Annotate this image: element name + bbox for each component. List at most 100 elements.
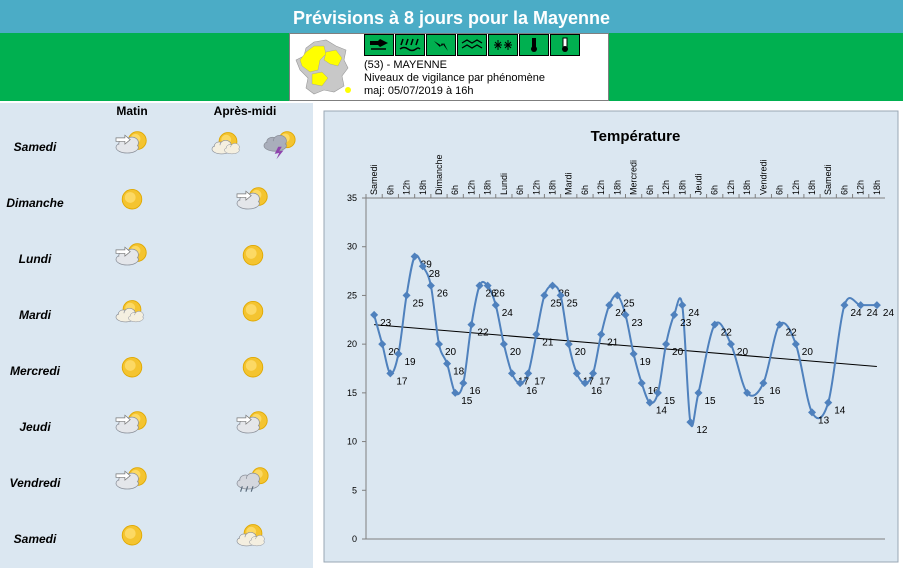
data-point <box>686 418 695 427</box>
cloudy-sun-icon <box>115 243 147 266</box>
data-label: 20 <box>388 347 400 358</box>
data-label: 12 <box>696 425 708 436</box>
data-label: 26 <box>486 289 498 300</box>
data-label: 24 <box>615 308 627 319</box>
data-point <box>491 301 500 310</box>
day-label: Mercredi <box>9 364 61 378</box>
data-point <box>459 379 468 388</box>
x-tick-label: 12h <box>726 180 736 195</box>
data-label: 13 <box>818 415 830 426</box>
data-point <box>540 291 549 300</box>
sun-icon <box>242 357 264 378</box>
data-point <box>629 349 638 358</box>
data-point <box>564 340 573 349</box>
data-label: 17 <box>583 376 595 387</box>
data-point <box>605 301 614 310</box>
x-tick-label: 6h <box>645 185 655 195</box>
data-point <box>370 310 379 319</box>
x-tick-label: 12h <box>661 180 671 195</box>
data-point <box>532 330 541 339</box>
data-point <box>613 291 622 300</box>
department-label: (53) - MAYENNE <box>364 59 447 71</box>
x-tick-label: 12h <box>466 180 476 195</box>
data-label: 16 <box>526 386 538 397</box>
y-tick-label: 25 <box>347 290 357 300</box>
france-map-icon[interactable] <box>292 36 354 98</box>
data-label: 14 <box>656 406 668 417</box>
data-label: 25 <box>550 298 562 309</box>
data-point <box>434 340 443 349</box>
data-label: 19 <box>404 357 416 368</box>
data-point <box>775 320 784 329</box>
x-tick-label: 6h <box>450 185 460 195</box>
rain-sun-icon <box>236 467 269 492</box>
storm-icon <box>263 131 296 160</box>
data-label: 16 <box>469 386 481 397</box>
data-point <box>548 281 557 290</box>
day-label: Jeudi <box>19 420 51 434</box>
data-point <box>556 291 565 300</box>
data-point <box>759 379 768 388</box>
trend-line <box>374 324 877 368</box>
x-tick-label: Vendredi <box>758 159 768 195</box>
data-label: 20 <box>672 347 684 358</box>
cloudy-sun-icon <box>115 467 147 490</box>
day-label: Samedi <box>13 532 57 546</box>
data-label: 17 <box>518 376 530 387</box>
data-label: 24 <box>867 308 879 319</box>
data-point <box>524 369 533 378</box>
data-point <box>475 281 484 290</box>
x-tick-label: Mardi <box>564 172 574 195</box>
data-point <box>580 379 589 388</box>
x-tick-label: 18h <box>418 180 428 195</box>
data-label: 26 <box>559 289 571 300</box>
vigilance-subtitle: Niveaux de vigilance par phénomène <box>364 72 546 84</box>
data-point <box>678 301 687 310</box>
data-point <box>418 262 427 271</box>
data-label: 24 <box>688 308 700 319</box>
data-point <box>378 340 387 349</box>
data-point <box>410 252 419 261</box>
data-label: 19 <box>640 357 652 368</box>
afternoon-header: Après-midi <box>213 104 277 118</box>
wave-icon <box>457 34 487 56</box>
cloudy-sun-icon <box>236 411 268 434</box>
data-point <box>451 388 460 397</box>
wind-icon <box>364 34 394 56</box>
sun-icon <box>121 189 143 210</box>
y-tick-label: 10 <box>347 437 357 447</box>
data-label: 16 <box>769 386 781 397</box>
y-tick-label: 5 <box>352 485 357 495</box>
data-label: 17 <box>534 376 546 387</box>
x-tick-label: 6h <box>710 185 720 195</box>
data-label: 23 <box>680 318 692 329</box>
data-label: 22 <box>721 328 733 339</box>
data-label: 24 <box>502 308 514 319</box>
data-point <box>572 369 581 378</box>
data-label: 15 <box>664 396 676 407</box>
data-label: 24 <box>883 308 895 319</box>
data-point <box>694 388 703 397</box>
data-point <box>402 291 411 300</box>
y-tick-label: 35 <box>347 193 357 203</box>
data-point <box>856 301 865 310</box>
temperature-chart: Température 0 5 10 15 20 25 30 35 Samedi 6h 12h 18h D… <box>313 103 903 568</box>
x-tick-label: 6h <box>580 185 590 195</box>
x-tick-label: Mercredi <box>629 160 639 195</box>
data-label: 20 <box>510 347 522 358</box>
data-point <box>710 320 719 329</box>
y-tick-label: 20 <box>347 339 357 349</box>
sun-icon <box>121 357 143 378</box>
x-tick-label: 18h <box>742 180 752 195</box>
data-label: 20 <box>802 347 814 358</box>
data-label: 15 <box>704 396 716 407</box>
data-label: 16 <box>648 386 660 397</box>
data-label: 25 <box>623 298 635 309</box>
x-tick-label: 18h <box>807 180 817 195</box>
rain-flood-icon <box>395 34 425 56</box>
data-point <box>499 340 508 349</box>
data-point <box>483 281 492 290</box>
data-label: 15 <box>461 396 473 407</box>
data-point <box>872 301 881 310</box>
heat-icon <box>519 34 549 56</box>
